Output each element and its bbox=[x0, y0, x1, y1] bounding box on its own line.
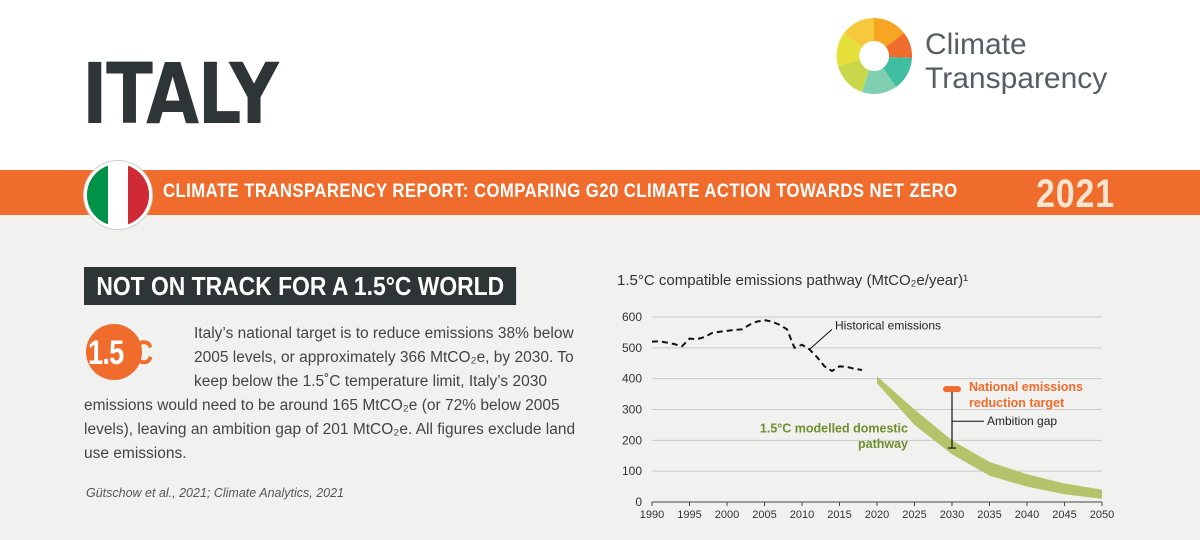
summary-text-block: Italy’s national target is to reduce emi… bbox=[84, 322, 584, 466]
historical-annotation: Historical emissions bbox=[835, 318, 941, 332]
source-citation: Gütschow et al., 2021; Climate Analytics… bbox=[86, 486, 345, 500]
target-label-line2: reduction target bbox=[969, 396, 1065, 410]
brand-name: Climate Transparency bbox=[925, 28, 1107, 96]
summary-text: Italy’s national target is to reduce emi… bbox=[84, 325, 576, 462]
x-tick-label: 2035 bbox=[977, 509, 1001, 521]
y-tick-label: 300 bbox=[622, 403, 642, 417]
x-tick-label: 2020 bbox=[865, 509, 889, 521]
brand-line-1: Climate bbox=[925, 28, 1027, 61]
ambition-gap-label: Ambition gap bbox=[987, 414, 1057, 428]
report-banner bbox=[0, 170, 1200, 215]
x-tick-label: 2000 bbox=[715, 509, 739, 521]
x-tick-label: 2050 bbox=[1090, 509, 1114, 521]
y-tick-label: 200 bbox=[622, 433, 642, 447]
pathway-label-line1: 1.5°C modelled domestic bbox=[760, 422, 908, 436]
temperature-badge: 1.5°C bbox=[88, 334, 153, 373]
y-tick-label: 400 bbox=[622, 372, 642, 386]
historical-emissions-line bbox=[651, 319, 863, 373]
brand-line-2: Transparency bbox=[925, 62, 1108, 95]
y-tick-label: 100 bbox=[622, 464, 642, 478]
country-title: ITALY bbox=[82, 45, 279, 143]
x-tick-label: 1990 bbox=[640, 509, 664, 521]
y-tick-label: 0 bbox=[635, 495, 642, 509]
report-title: CLIMATE TRANSPARENCY REPORT: COMPARING G… bbox=[163, 181, 958, 202]
pathway-label-line2: pathway bbox=[858, 437, 908, 451]
target-label-line1: National emissions bbox=[969, 380, 1083, 394]
y-tick-label: 600 bbox=[622, 310, 642, 324]
italy-flag-icon bbox=[84, 161, 152, 229]
header-area bbox=[0, 0, 1200, 170]
status-badge: NOT ON TRACK FOR A 1.5°C WORLD bbox=[84, 267, 517, 305]
chart-title: 1.5°C compatible emissions pathway (MtCO… bbox=[617, 272, 969, 289]
x-tick-label: 2040 bbox=[1015, 509, 1039, 521]
temperature-circle bbox=[86, 324, 142, 380]
x-tick-label: 2025 bbox=[902, 509, 926, 521]
historical-annotation-leader bbox=[809, 328, 833, 350]
y-tick-label: 500 bbox=[622, 341, 642, 355]
temperature-number: 1.5 bbox=[88, 334, 124, 372]
x-tick-label: 2030 bbox=[940, 509, 964, 521]
x-tick-label: 2045 bbox=[1052, 509, 1076, 521]
climate-transparency-logo-icon bbox=[836, 18, 913, 94]
x-tick-label: 2015 bbox=[827, 509, 851, 521]
emissions-chart: 0 100 200 300 400 500 600 1990 1995 2000 2005 2010 2… bbox=[622, 310, 1114, 521]
x-tick-label: 2005 bbox=[752, 509, 776, 521]
x-tick-label: 2010 bbox=[790, 509, 814, 521]
pathway-band bbox=[877, 376, 1102, 499]
temperature-unit: °C bbox=[123, 334, 153, 372]
x-tick-label: 1995 bbox=[677, 509, 701, 521]
report-year: 2021 bbox=[1036, 172, 1116, 216]
